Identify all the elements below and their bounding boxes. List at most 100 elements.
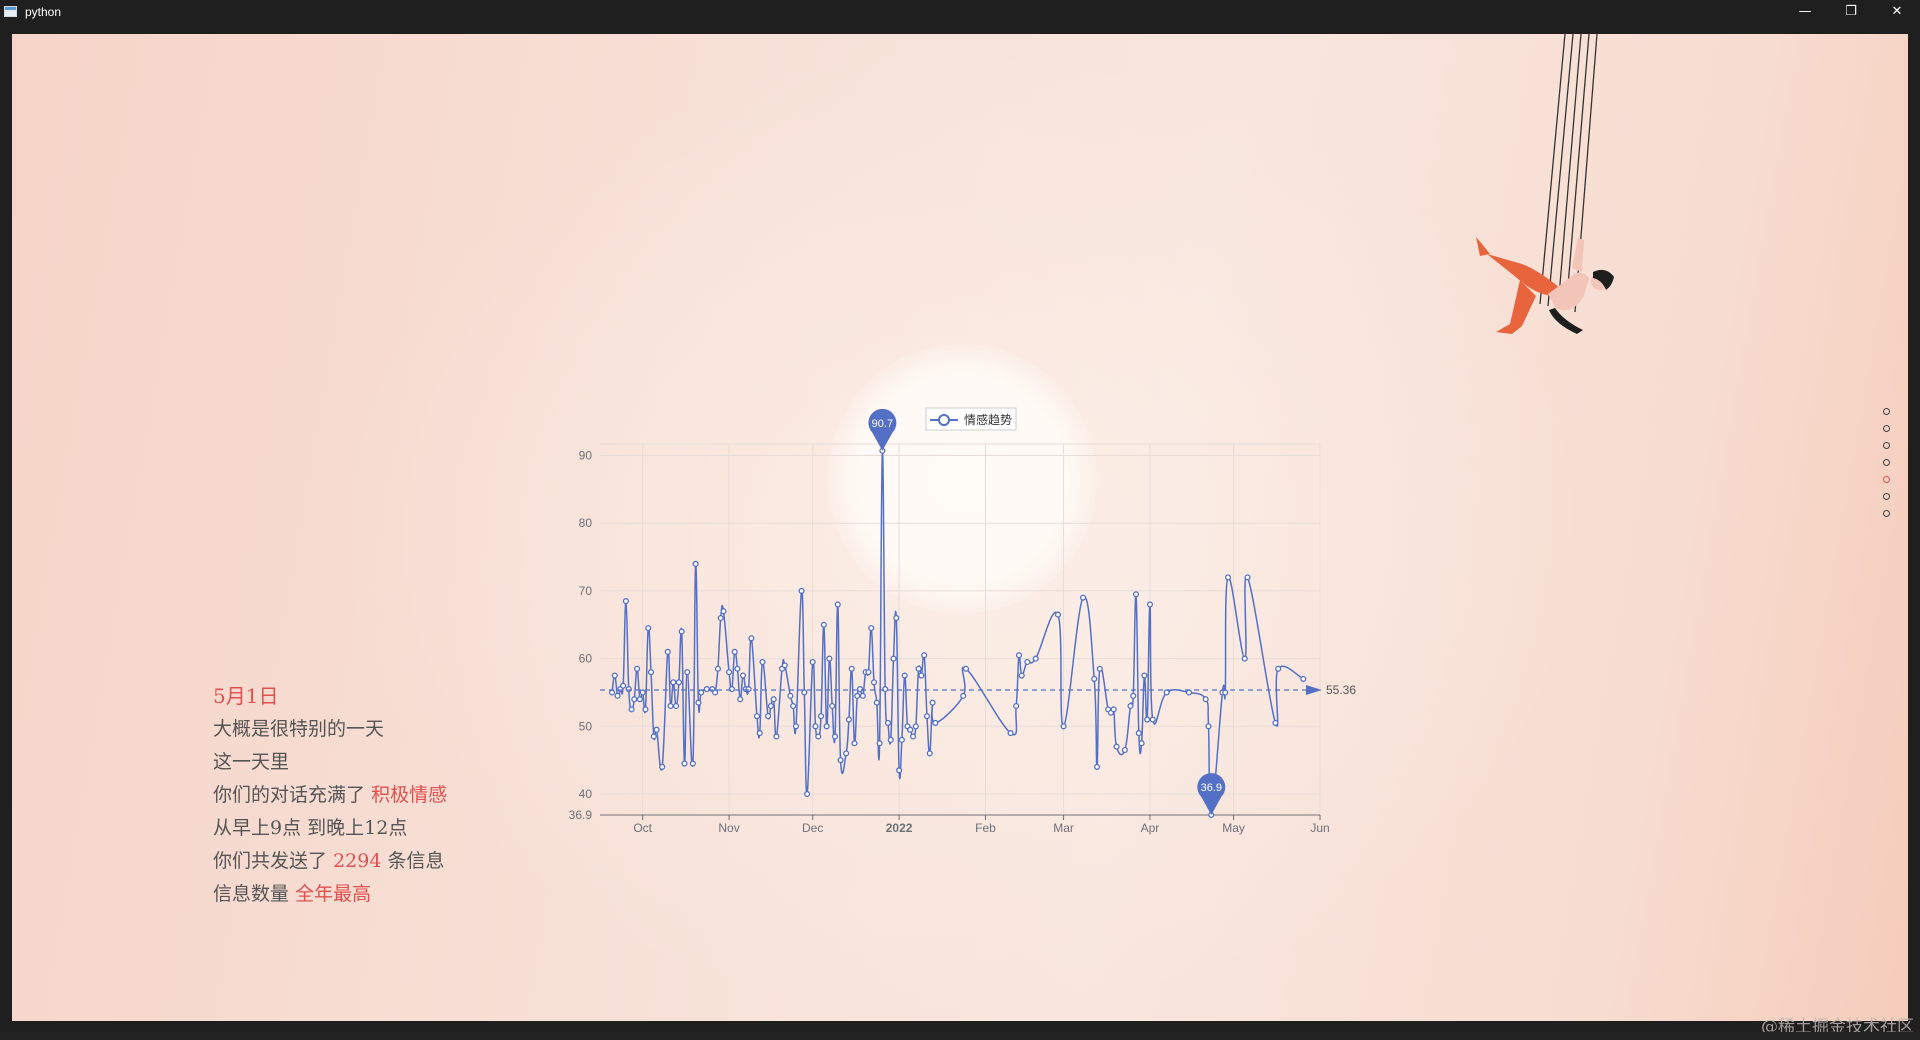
nav-dot[interactable]: [1882, 476, 1890, 483]
legend-marker-icon: [938, 414, 950, 426]
x-tick-label: May: [1222, 821, 1245, 835]
data-point: [625, 686, 632, 693]
data-point: [684, 669, 691, 676]
data-point: [823, 723, 830, 730]
data-point: [731, 648, 738, 655]
legend-label: 情感趋势: [964, 412, 1012, 427]
series-line-sentiment: [611, 449, 1304, 816]
data-point: [622, 598, 629, 605]
data-point: [1300, 675, 1307, 682]
data-point: [851, 740, 858, 747]
data-point: [647, 669, 655, 676]
data-point: [834, 601, 841, 608]
data-point: [1149, 716, 1156, 723]
data-point: [909, 733, 917, 740]
data-point: [818, 713, 825, 720]
data-point: [1141, 672, 1148, 679]
data-point: [890, 655, 897, 662]
message-count: 2294: [333, 850, 382, 872]
data-point: [787, 692, 794, 699]
data-point: [1113, 743, 1120, 750]
nav-dot[interactable]: [1882, 459, 1890, 466]
end-hour: 12: [364, 817, 389, 839]
data-point: [770, 696, 777, 703]
data-point: [614, 692, 621, 699]
story-line-6: 信息数量 全年最高: [213, 878, 447, 911]
data-point: [1272, 719, 1279, 726]
data-point: [653, 726, 660, 733]
data-point: [726, 669, 733, 676]
story-line-5-prefix: 你们共发送了: [213, 850, 328, 872]
data-point: [898, 736, 905, 743]
data-point: [1110, 706, 1117, 713]
story-date: 5月1日: [213, 684, 279, 708]
data-point: [1205, 723, 1212, 730]
data-point: [670, 679, 677, 686]
data-point: [1222, 689, 1229, 696]
restore-button[interactable]: ❐: [1845, 4, 1857, 19]
data-point: [809, 658, 816, 666]
data-point: [745, 686, 752, 693]
main-canvas: 36.9 40 50 60 70 80 90 Oct Nov Dec 2022 Feb Mar Apr Ma…: [12, 34, 1908, 1021]
data-point: [759, 658, 766, 666]
data-point: [1127, 702, 1134, 710]
x-tick-label: Apr: [1141, 821, 1160, 835]
nav-dot[interactable]: [1882, 493, 1890, 500]
data-point: [765, 713, 772, 720]
data-point: [634, 665, 641, 672]
data-point: [642, 706, 649, 713]
data-point: [884, 719, 892, 726]
data-point: [608, 689, 616, 696]
story-line-5-suffix: 条信息: [387, 850, 445, 872]
story-line-6-prefix: 信息数量: [213, 883, 290, 905]
nav-dot[interactable]: [1882, 425, 1890, 432]
data-point: [1135, 730, 1142, 737]
swing-illustration-icon: [1476, 34, 1614, 334]
data-point: [882, 686, 889, 693]
nav-dot[interactable]: [1882, 510, 1890, 517]
x-tick-label: Oct: [633, 821, 652, 835]
data-point: [645, 625, 652, 632]
data-point: [1060, 723, 1067, 730]
data-point: [620, 682, 627, 689]
markpoint-label-min: 36.9: [1201, 782, 1222, 794]
y-tick-label: 80: [579, 516, 593, 530]
data-point: [820, 621, 827, 628]
data-point: [698, 689, 705, 696]
data-point: [829, 702, 836, 710]
data-point: [1013, 702, 1020, 710]
data-point: [1032, 655, 1039, 662]
minimize-button[interactable]: —: [1798, 4, 1812, 19]
close-button[interactable]: ✕: [1891, 4, 1903, 19]
data-point: [1224, 574, 1232, 581]
story-line-4-a: 从早上: [213, 817, 271, 839]
data-point: [720, 608, 727, 615]
data-point: [837, 757, 844, 764]
data-point: [801, 689, 808, 696]
app-window-icon: [4, 6, 17, 17]
data-point: [873, 699, 880, 706]
y-tick-label: 36.9: [569, 808, 593, 822]
markpoint-label-max: 90.7: [872, 418, 893, 430]
data-point: [870, 679, 878, 686]
data-point: [1015, 652, 1023, 659]
data-point: [712, 689, 719, 696]
data-point: [675, 679, 682, 686]
data-point: [1093, 763, 1101, 770]
nav-dot[interactable]: [1882, 442, 1890, 449]
data-point: [915, 665, 922, 672]
data-point: [831, 733, 839, 740]
data-point: [918, 672, 925, 679]
data-point: [868, 625, 875, 632]
data-point: [896, 767, 903, 774]
window-controls: — ❐ ✕: [1782, 0, 1920, 23]
nav-dot[interactable]: [1882, 408, 1890, 415]
data-point: [678, 628, 685, 635]
data-point: [901, 672, 908, 679]
data-point: [659, 763, 666, 770]
data-point: [926, 750, 933, 757]
x-tick-label: Dec: [802, 821, 823, 835]
average-markline-label: 55.36: [1326, 683, 1356, 697]
data-point: [1018, 672, 1025, 679]
page-nav-dots: [1881, 408, 1891, 517]
